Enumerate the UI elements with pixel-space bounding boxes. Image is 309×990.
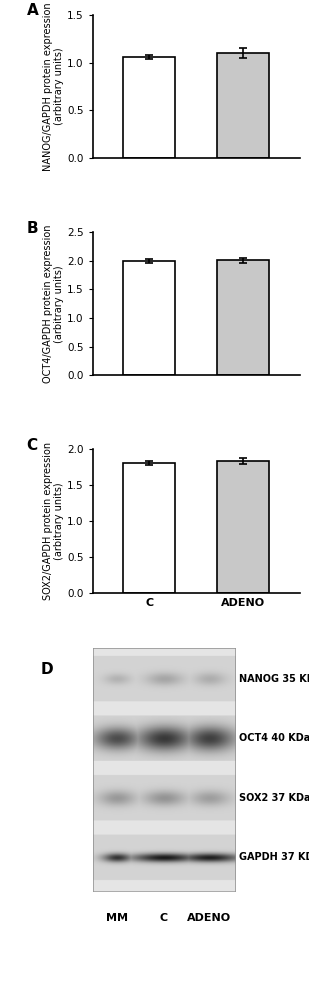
Bar bbox=[123, 463, 175, 593]
Bar bbox=[123, 260, 175, 375]
Bar bbox=[218, 461, 269, 593]
Y-axis label: SOX2/GAPDH protein expression
(arbitrary units): SOX2/GAPDH protein expression (arbitrary… bbox=[43, 443, 64, 600]
Text: C: C bbox=[160, 913, 168, 923]
Y-axis label: OCT4/GAPDH protein expression
(arbitrary units): OCT4/GAPDH protein expression (arbitrary… bbox=[43, 225, 64, 383]
Text: GAPDH 37 KDa: GAPDH 37 KDa bbox=[239, 852, 309, 862]
Text: A: A bbox=[27, 3, 38, 19]
Text: SOX2 37 KDa: SOX2 37 KDa bbox=[239, 793, 309, 803]
Bar bbox=[123, 56, 175, 158]
Bar bbox=[218, 53, 269, 158]
Text: C: C bbox=[27, 438, 38, 453]
Text: OCT4 40 KDa: OCT4 40 KDa bbox=[239, 734, 309, 743]
Text: ADENO: ADENO bbox=[187, 913, 231, 923]
Text: NANOG 35 KDa: NANOG 35 KDa bbox=[239, 674, 309, 684]
Text: D: D bbox=[41, 662, 53, 677]
Bar bbox=[218, 260, 269, 375]
Text: B: B bbox=[27, 221, 38, 236]
Y-axis label: NANOG/GAPDH protein expression
(arbitrary units): NANOG/GAPDH protein expression (arbitrar… bbox=[43, 2, 64, 170]
Text: MM: MM bbox=[106, 913, 128, 923]
